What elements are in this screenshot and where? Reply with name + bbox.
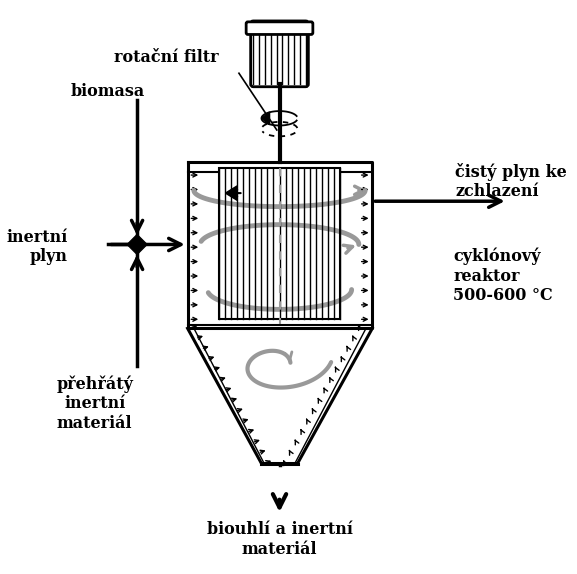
Bar [219,168,340,319]
FancyBboxPatch shape [250,21,308,87]
Bar [219,168,340,319]
Bar [253,24,306,84]
Polygon shape [226,186,237,200]
Text: cyklónový
reaktor
500-600 °C: cyklónový reaktor 500-600 °C [454,247,553,304]
Text: přehřátý
inertní
materiál: přehřátý inertní materiál [57,375,133,432]
Text: inertní
plyn: inertní plyn [6,229,68,266]
Polygon shape [261,112,269,125]
FancyBboxPatch shape [246,22,313,34]
Polygon shape [127,235,147,254]
Text: čistý plyn ke
zchlazení: čistý plyn ke zchlazení [455,162,567,200]
Text: biouhlí a inertní
materiál: biouhlí a inertní materiál [207,521,353,558]
Text: rotační filtr: rotační filtr [114,49,219,67]
Text: biomasa: biomasa [71,83,145,100]
